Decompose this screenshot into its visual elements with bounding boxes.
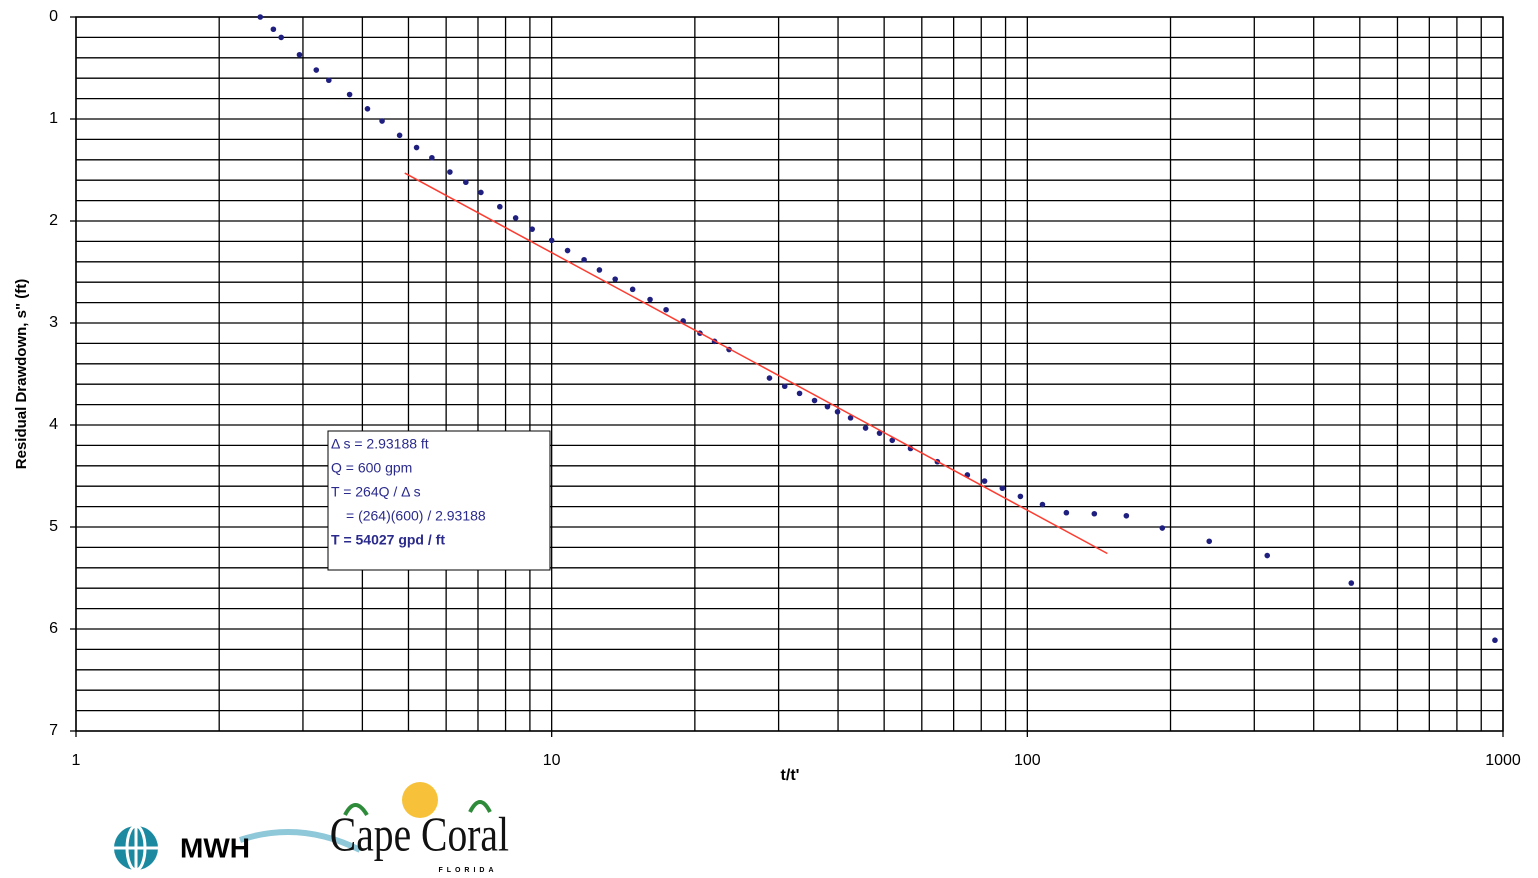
y-tick-label: 6	[49, 620, 58, 637]
y-tick-label: 0	[49, 8, 58, 25]
data-point	[497, 203, 503, 210]
y-axis-label: Residual Drawdown, s" (ft)	[13, 279, 30, 469]
y-tick-label: 5	[49, 518, 58, 535]
data-point	[364, 106, 371, 112]
y-tick-label: 7	[49, 722, 58, 739]
data-point	[629, 286, 636, 293]
data-point	[326, 77, 332, 84]
data-point	[834, 408, 841, 415]
logo-text: MWH	[180, 832, 250, 863]
data-point	[313, 67, 320, 73]
data-point	[478, 189, 484, 196]
data-point	[999, 485, 1006, 492]
mwh-logo: MWH	[114, 824, 362, 872]
annotation-text: = (264)(600) / 2.93188	[346, 508, 486, 524]
y-tick-label: 3	[49, 314, 58, 331]
annotation-text: T = 54027 gpd / ft	[331, 532, 445, 548]
data-point	[1492, 637, 1498, 644]
data-point	[257, 14, 264, 20]
logo-subtext: FLORIDA	[438, 867, 497, 874]
data-point	[564, 247, 571, 254]
trend-line	[404, 172, 1108, 555]
x-axis-label: t/t'	[781, 767, 800, 784]
y-tick-label: 2	[49, 212, 58, 229]
data-point	[1017, 493, 1024, 500]
data-point	[612, 276, 618, 282]
data-point	[346, 91, 353, 98]
data-point	[1264, 552, 1271, 559]
data-point	[1159, 525, 1166, 531]
data-point	[278, 34, 284, 41]
annotation-text: Q = 600 gpm	[331, 460, 412, 476]
plot-border	[75, 16, 1504, 732]
data-point	[847, 415, 854, 421]
y-tick-label: 1	[49, 110, 58, 127]
data-point	[1063, 509, 1070, 516]
data-point	[647, 296, 653, 303]
data-point	[663, 306, 669, 313]
data-point	[379, 118, 385, 124]
annotation-frame	[327, 430, 551, 571]
annotation-text: T = 264Q / Δ s	[331, 484, 421, 500]
data-point	[766, 375, 773, 381]
data-point	[548, 237, 555, 244]
data-point	[1348, 580, 1355, 586]
data-point	[1091, 510, 1098, 517]
annotation-box: Δ s = 2.93188 ft Q = 600 gpm T = 264Q / Δ …	[327, 430, 551, 571]
data-point	[596, 267, 603, 273]
data-point	[889, 437, 896, 444]
data-point	[781, 383, 788, 390]
data-point	[512, 215, 519, 221]
data-point	[529, 226, 535, 232]
data-point	[447, 169, 453, 175]
data-point	[429, 154, 435, 161]
data-point	[811, 397, 818, 404]
data-point	[581, 256, 587, 263]
annotation-text: Δ s = 2.93188 ft	[331, 436, 429, 452]
data-point	[463, 179, 469, 186]
data-point	[1123, 512, 1130, 519]
data-point	[270, 26, 277, 33]
x-tick-label: 1000	[1485, 752, 1521, 769]
data-point	[862, 425, 869, 431]
data-point	[413, 144, 420, 151]
y-tick-label: 4	[49, 416, 58, 433]
cape-coral-logo: Cape Coral FLORIDA	[330, 782, 509, 874]
data-point	[296, 51, 303, 58]
data-point	[796, 390, 803, 397]
logo-text: Cape Coral	[330, 808, 509, 862]
x-tick-label: 1	[72, 752, 81, 769]
data-point	[1039, 501, 1046, 508]
x-tick-label: 10	[543, 752, 561, 769]
data-point	[396, 132, 403, 139]
data-point	[1206, 538, 1213, 545]
data-point	[981, 478, 988, 484]
data-point	[824, 403, 831, 410]
x-tick-label: 100	[1014, 752, 1041, 769]
